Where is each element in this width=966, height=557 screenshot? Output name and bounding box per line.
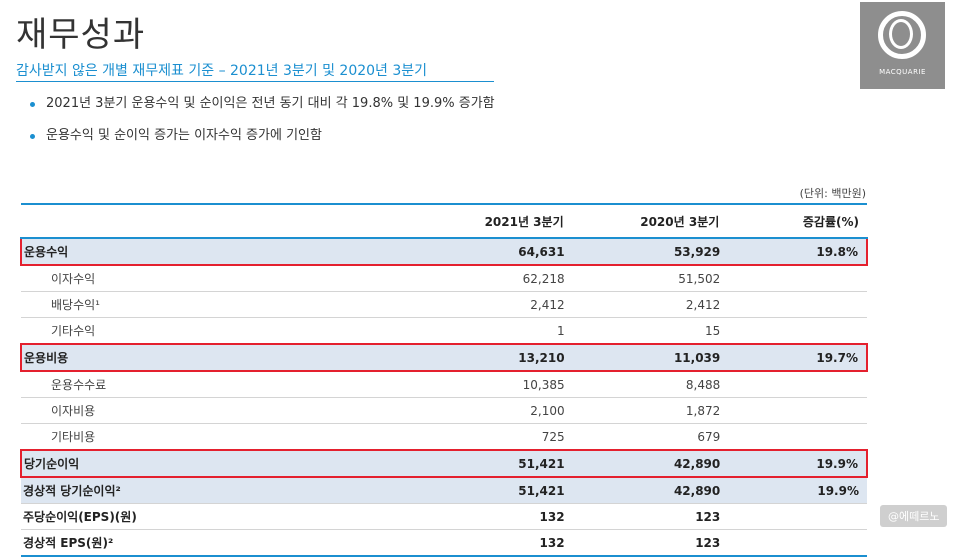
cell-2021q3: 64,631 (399, 237, 565, 266)
row-label: 운용수익 (20, 237, 400, 266)
table-row: 운용비용 13,210 11,039 19.7% (20, 343, 868, 372)
bullet-list: 2021년 3분기 운용수익 및 순이익은 전년 동기 대비 각 19.8% 및… (26, 96, 495, 162)
bullet-item: 운용수익 및 순이익 증가는 이자수익 증가에 기인함 (26, 128, 495, 143)
cell-change: 19.9% (720, 449, 868, 478)
cell-2021q3: 2,412 (399, 291, 565, 318)
row-label: 운용수수료 (21, 371, 400, 398)
cell-2021q3: 51,421 (399, 477, 565, 504)
header-change: 증감률(%) (720, 203, 867, 239)
cell-2021q3: 51,421 (399, 449, 565, 478)
row-label: 경상적 EPS(원)² (21, 529, 400, 557)
cell-2020q3: 53,929 (564, 237, 721, 266)
table-row: 이자수익 62,218 51,502 (21, 265, 867, 292)
cell-2020q3: 51,502 (564, 265, 721, 292)
cell-2020q3: 2,412 (564, 291, 721, 318)
cell-2021q3: 132 (399, 503, 565, 530)
header-2021q3: 2021년 3분기 (399, 203, 565, 239)
row-label: 이자수익 (21, 265, 400, 292)
watermark: @에떼르노 (880, 505, 948, 527)
table-row: 기타비용 725 679 (21, 423, 867, 451)
cell-2020q3: 8,488 (564, 371, 721, 398)
cell-change (720, 317, 867, 345)
cell-2020q3: 123 (564, 529, 721, 557)
page-title: 재무성과 (16, 15, 146, 55)
row-label: 주당순이익(EPS)(원) (21, 503, 400, 530)
cell-change (720, 371, 867, 398)
row-label: 이자비용 (21, 397, 400, 424)
cell-2020q3: 679 (564, 423, 721, 451)
cell-change: 19.7% (720, 343, 868, 372)
table-row: 운용수수료 10,385 8,488 (21, 371, 867, 398)
logo-ring-icon (878, 11, 926, 59)
cell-2021q3: 13,210 (399, 343, 565, 372)
cell-2020q3: 11,039 (564, 343, 721, 372)
row-label: 배당수익¹ (21, 291, 400, 318)
row-label: 당기순이익 (20, 449, 400, 478)
cell-change: 19.9% (720, 477, 867, 504)
financial-table: 2021년 3분기 2020년 3분기 증감률(%) 운용수익 64,631 53,… (20, 203, 868, 557)
row-label: 운용비용 (20, 343, 400, 372)
cell-2020q3: 15 (564, 317, 721, 345)
header-2020q3: 2020년 3분기 (564, 203, 721, 239)
table-row: 이자비용 2,100 1,872 (21, 397, 867, 424)
table-body: 운용수익 64,631 53,929 19.8% 이자수익 62,218 51,502 배당수… (20, 237, 868, 557)
cell-change (720, 291, 867, 318)
cell-2021q3: 2,100 (399, 397, 565, 424)
row-label: 기타비용 (21, 423, 400, 451)
macquarie-logo: MACQUARIE (860, 2, 945, 89)
row-label: 기타수익 (21, 317, 400, 345)
table-row: 당기순이익 51,421 42,890 19.9% (20, 449, 868, 478)
cell-2021q3: 1 (399, 317, 565, 345)
logo-text: MACQUARIE (879, 68, 926, 76)
cell-change (720, 503, 867, 530)
table-row: 경상적 EPS(원)² 132 123 (21, 529, 867, 557)
cell-change (720, 529, 867, 557)
cell-2020q3: 123 (564, 503, 721, 530)
bullet-item: 2021년 3분기 운용수익 및 순이익은 전년 동기 대비 각 19.8% 및… (26, 96, 495, 111)
table-header-row: 2021년 3분기 2020년 3분기 증감률(%) (21, 203, 867, 239)
table-row: 기타수익 1 15 (21, 317, 867, 345)
page-subtitle: 감사받지 않은 개별 재무제표 기준 – 2021년 3분기 및 2020년 3… (16, 64, 494, 82)
table-row: 운용수익 64,631 53,929 19.8% (20, 237, 868, 266)
unit-label: (단위: 백만원) (799, 187, 866, 200)
cell-change: 19.8% (720, 237, 868, 266)
cell-2021q3: 132 (399, 529, 565, 557)
cell-2021q3: 725 (399, 423, 565, 451)
cell-2021q3: 62,218 (399, 265, 565, 292)
cell-2020q3: 42,890 (564, 477, 721, 504)
header-label (21, 203, 400, 239)
cell-2021q3: 10,385 (399, 371, 565, 398)
cell-2020q3: 1,872 (564, 397, 721, 424)
cell-change (720, 265, 867, 292)
cell-2020q3: 42,890 (564, 449, 721, 478)
cell-change (720, 423, 867, 451)
table-row: 경상적 당기순이익² 51,421 42,890 19.9% (21, 477, 867, 504)
row-label: 경상적 당기순이익² (21, 477, 400, 504)
table-row: 주당순이익(EPS)(원) 132 123 (21, 503, 867, 530)
cell-change (720, 397, 867, 424)
table-row: 배당수익¹ 2,412 2,412 (21, 291, 867, 318)
